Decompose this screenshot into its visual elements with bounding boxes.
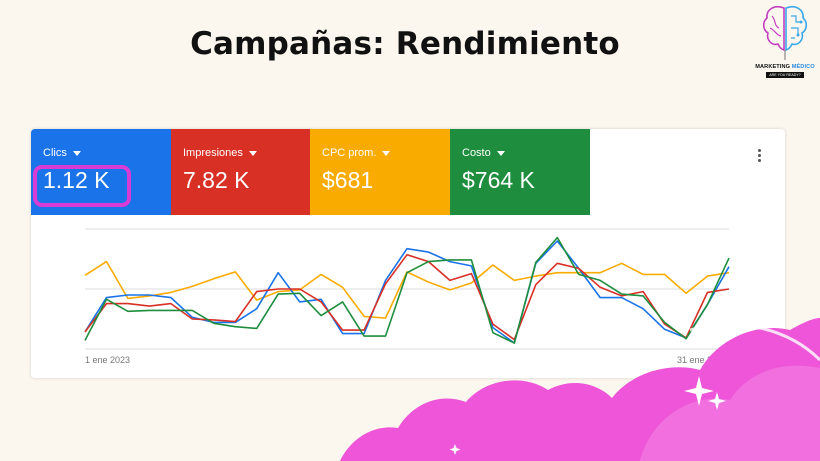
metric-clics[interactable]: Clics 1.12 K <box>31 129 171 215</box>
metric-costo[interactable]: Costo $764 K <box>450 129 590 215</box>
caret-down-icon[interactable] <box>382 150 391 156</box>
line-chart-svg <box>84 228 730 350</box>
caret-down-icon[interactable] <box>72 150 81 156</box>
x-axis-end-label: 31 ene 2023 <box>677 355 728 365</box>
metric-costo-label: Costo <box>462 147 491 159</box>
metric-impresiones-label: Impresiones <box>183 147 243 159</box>
sparkle-icon <box>449 376 726 455</box>
slide-title: Campañas: Rendimiento <box>190 26 620 62</box>
series-line-3 <box>84 236 730 344</box>
metric-cpc[interactable]: CPC prom. $681 <box>310 129 450 215</box>
series-line-0 <box>84 240 730 344</box>
x-axis-start-label: 1 ene 2023 <box>85 355 131 365</box>
series-line-1 <box>84 253 730 341</box>
brand-text: MARKETING <box>755 64 792 70</box>
line-chart: 1 ene 2023 31 ene 2023 <box>31 215 785 378</box>
performance-card: Clics 1.12 K Impresiones 7.82 K CPC prom… <box>31 129 785 378</box>
brand-tagline: ARE YOU READY? <box>766 72 804 78</box>
metric-impresiones-value: 7.82 K <box>183 167 250 193</box>
metric-cpc-label: CPC prom. <box>322 147 377 159</box>
more-vert-icon[interactable] <box>755 149 763 165</box>
brand-accent-text: MÉDICO <box>791 64 815 70</box>
metric-clics-value: 1.12 K <box>43 167 110 193</box>
metric-costo-value: $764 K <box>462 167 535 193</box>
metric-cpc-value: $681 <box>322 167 374 193</box>
caret-down-icon[interactable] <box>496 150 505 156</box>
caret-down-icon[interactable] <box>248 150 257 156</box>
marketing-medico-logo: MARKETING MÉDICO ARE YOU READY? <box>752 2 818 92</box>
clics-highlight-outline <box>33 165 131 207</box>
metric-clics-label: Clics <box>43 147 67 159</box>
metric-impresiones[interactable]: Impresiones 7.82 K <box>171 129 311 215</box>
brain-icon <box>762 5 808 60</box>
